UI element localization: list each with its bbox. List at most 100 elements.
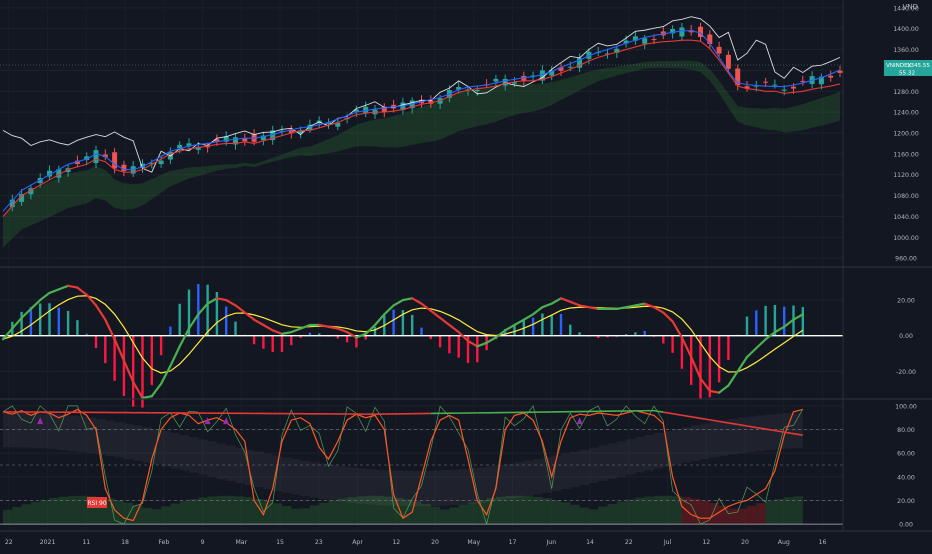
rsi-cloud-fill [115,422,124,457]
macd-histogram-bar [476,336,478,363]
rsi-cloud-fill [766,414,775,449]
cloud-segment [524,83,533,112]
candle-body [828,76,833,78]
rsi-label: RSI 90 [87,500,106,507]
rsi-band-fill [422,504,431,524]
macd-histogram-bar [262,336,264,349]
cloud-segment [366,120,375,147]
rsi-band-fill [589,509,598,524]
rsi-cloud-fill [273,456,282,491]
cloud-segment [821,95,830,126]
rsi-cloud-fill [412,471,421,506]
cloud-segment [384,116,393,147]
cloud-segment [831,92,840,124]
macd-histogram-bar [532,318,534,336]
rsi-cloud-fill [226,446,235,481]
macd-histogram-bar [448,336,450,354]
cloud-segment [784,107,793,133]
rsi-cloud-fill [608,443,617,478]
cloud-segment [50,178,59,218]
cloud-segment [77,170,86,206]
cloud-segment [515,83,524,115]
x-tick-label: 16 [819,539,827,546]
rsi-band-fill [459,505,468,524]
cloud-segment [645,61,654,68]
cloud-segment [654,61,663,68]
macd-histogram-bar [290,336,292,345]
rsi-band-fill [561,502,570,524]
cloud-segment [663,61,672,68]
x-tick-label: Jul [663,539,672,546]
price-tick-label: 1040.00 [893,214,919,221]
rsi-label-badge: RSI 90 [87,497,107,508]
rsi-band-fill [580,508,589,525]
macd-histogram-bar [783,307,785,336]
rsi-cloud-fill [691,425,700,460]
cloud-segment [431,102,440,142]
rsi-cloud-fill [756,415,765,450]
rsi-band-fill [59,497,68,524]
rsi-band-fill [273,503,282,524]
candle-body [112,152,117,168]
rsi-band-fill [747,506,756,524]
candle-body [717,47,722,54]
macd-histogram-bar [123,336,125,396]
rsi-cloud-fill [654,433,663,468]
rsi-band-fill [22,504,31,524]
candle-body [726,55,731,69]
macd-histogram-bar [374,327,376,336]
rsi-band-fill [617,502,626,525]
rsi-cloud-fill [580,450,589,485]
price-tick-label: 1400.00 [893,26,919,33]
rsi-cloud-fill [170,433,179,468]
rsi-band-fill [301,508,310,524]
macd-histogram-bar [225,307,227,336]
rsi-cloud-fill [50,414,59,449]
rsi-cloud-fill [40,413,49,448]
cloud-segment [68,172,77,208]
rsi-band-fill [728,508,737,524]
rsi-band-fill [663,496,672,524]
rsi-cloud-fill [301,461,310,496]
x-tick-label: Jun [545,539,556,546]
cloud-segment [96,166,105,200]
rsi-band-fill [31,502,40,524]
rsi-tick-label: 0.00 [899,522,913,529]
price-tick-label: 1280.00 [893,89,919,96]
macd-histogram-bar [39,303,41,335]
cloud-segment [756,108,765,129]
rsi-band-fill [468,502,477,524]
rsi-cloud-fill [366,469,375,504]
macd-histogram-bar [718,336,720,383]
cloud-segment [673,61,682,69]
rsi-band-fill [775,499,784,524]
rsi-cloud-fill [263,454,272,489]
rsi-cloud-fill [719,420,728,455]
x-tick-label: 22 [625,539,633,546]
ticker-badge[interactable]: VNINDEX 1345.55 55.32 [884,60,932,77]
cloud-segment [468,89,477,129]
rsi-band-fill [77,496,86,524]
cloud-segment [542,82,551,108]
price-tick-label: 1120.00 [893,172,919,179]
cloud-segment [459,90,468,131]
cloud-segment [422,104,431,143]
rsi-cloud-fill [22,412,31,447]
macd-histogram-bar [272,336,274,352]
rsi-band-fill [449,507,458,524]
x-tick-label: 15 [276,539,284,546]
rsi-cloud-fill [747,416,756,451]
cloud-segment [394,114,403,148]
cloud-segment [794,104,803,131]
candle-body [493,79,498,82]
rsi-tick-label: 60.00 [897,451,915,458]
rsi-band-fill [598,507,607,524]
rsi-cloud-fill [701,424,710,459]
rsi-band-fill [12,507,21,524]
cloud-segment [812,98,821,128]
rsi-cloud-fill [710,422,719,457]
candle-body [177,145,182,148]
